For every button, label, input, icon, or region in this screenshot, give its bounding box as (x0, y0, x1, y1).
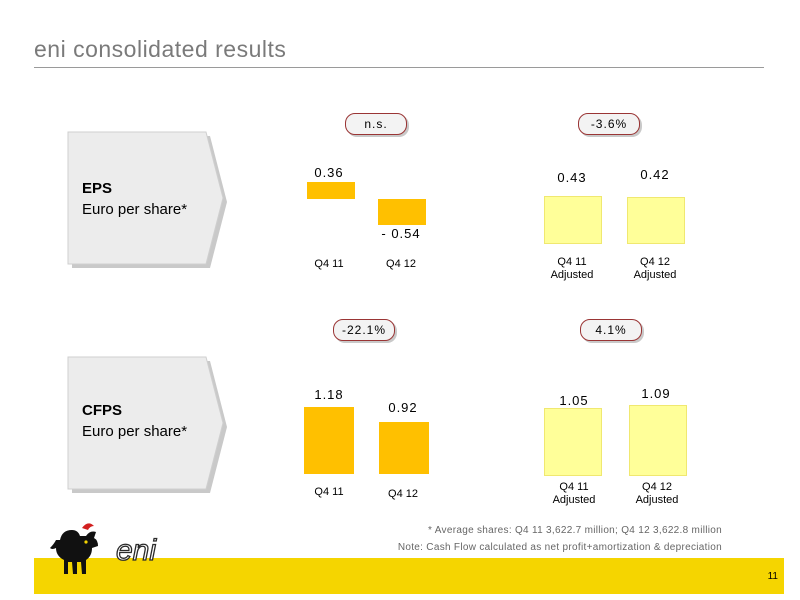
cfps-value-q4-11: 1.18 (314, 387, 344, 402)
cfps-title: CFPS (82, 402, 123, 419)
page-title: eni consolidated results (34, 36, 287, 62)
eps-adjusted-change-pill: -3.6% (578, 113, 640, 135)
six-legged-dog-icon (50, 523, 98, 574)
cfps-adj-value-q4-11: 1.05 (559, 393, 589, 408)
cfps-adjusted-change-pill: 4.1% (580, 319, 642, 341)
footnote-cash-flow: Note: Cash Flow calculated as net profit… (397, 542, 722, 553)
eni-wordmark: eni (116, 534, 157, 567)
eps-adj-value-q4-12: 0.42 (640, 167, 670, 182)
eps-bar-q4-11 (307, 181, 355, 199)
eps-chevron-shape (67, 131, 227, 268)
page-number: 11 (767, 571, 778, 582)
cfps-subtitle: Euro per share* (82, 423, 188, 440)
cfps-adj-cat-q4-11: Q4 11 Adjusted (552, 481, 596, 506)
footer-band (34, 558, 784, 594)
cfps-label: CFPS Euro per share* (82, 400, 187, 442)
eps-label: EPS Euro per share* (82, 178, 187, 220)
eps-bar-q4-12 (378, 199, 426, 225)
eps-adj-cat-q4-11: Q4 11 Adjusted (550, 256, 594, 281)
cfps-value-q4-12: 0.92 (388, 400, 418, 415)
cfps-cat-q4-12: Q4 12 (388, 488, 418, 500)
eps-adj-cat-q4-12: Q4 12 Adjusted (633, 256, 677, 281)
eps-subtitle: Euro per share* (82, 201, 188, 218)
cfps-change-pill: -22.1% (333, 319, 395, 341)
cfps-cat-q4-11: Q4 11 (314, 486, 344, 498)
eps-adj-value-q4-11: 0.43 (557, 170, 587, 185)
footnote-average-shares: * Average shares: Q4 11 3,622.7 million;… (428, 525, 722, 536)
cfps-adj-value-q4-12: 1.09 (641, 386, 671, 401)
eni-logo: eni (50, 523, 158, 574)
eps-title: EPS (82, 180, 113, 197)
title-divider (34, 67, 764, 68)
eps-cat-q4-11: Q4 11 (314, 258, 344, 270)
cfps-bar-q4-12 (379, 421, 429, 474)
cfps-adj-bar-q4-11 (544, 407, 602, 476)
eps-cat-q4-12: Q4 12 (386, 258, 416, 270)
eps-value-q4-11: 0.36 (314, 165, 344, 180)
cfps-chevron-shape (67, 356, 227, 493)
eps-adj-bar-q4-11 (544, 195, 602, 244)
cfps-adj-cat-q4-12: Q4 12 Adjusted (635, 481, 679, 506)
eps-value-q4-12: - 0.54 (381, 226, 421, 241)
cfps-adj-bar-q4-12 (629, 405, 687, 476)
cfps-bar-q4-11 (304, 406, 354, 474)
eps-adj-bar-q4-12 (627, 197, 685, 244)
eps-change-pill: n.s. (345, 113, 407, 135)
